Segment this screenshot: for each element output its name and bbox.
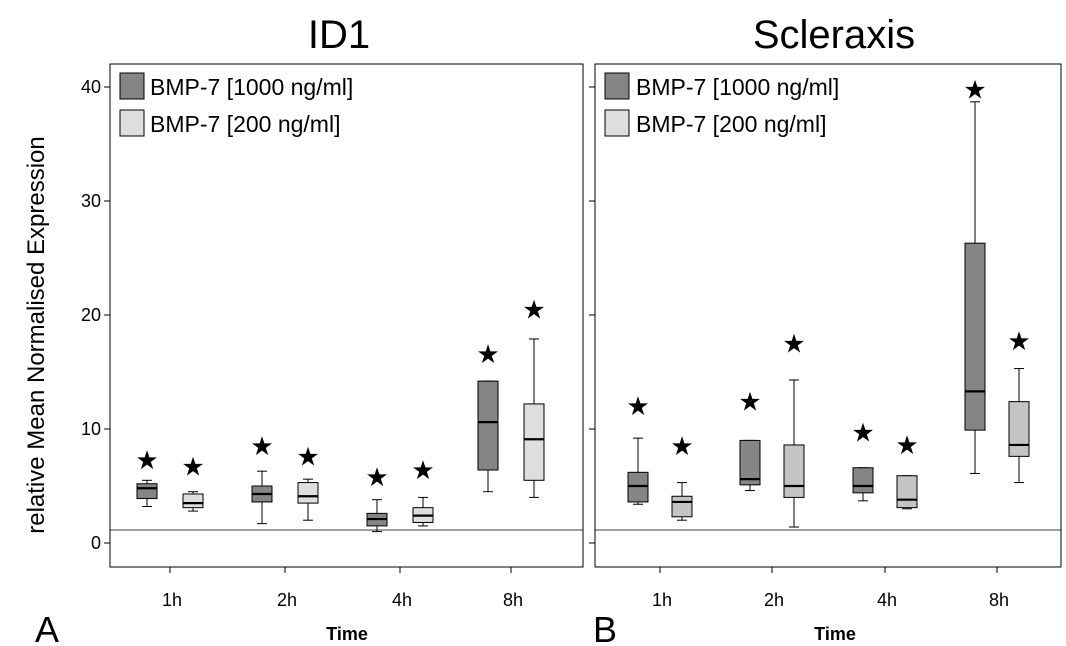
plot-frame <box>594 63 1062 568</box>
y-axis <box>589 86 595 544</box>
box-series: ★ ★ ★ ★ ★ ★ ★ ★ <box>626 74 1031 528</box>
significance-star: ★ <box>365 462 388 492</box>
x-axis: 1h 2h 4h 8h <box>162 567 523 610</box>
x-tick-label: 8h <box>989 590 1009 610</box>
legend: BMP-7 [1000 ng/ml] BMP-7 [200 ng/ml] <box>119 72 353 137</box>
y-axis: 0 10 20 30 40 <box>81 77 110 553</box>
panel-letter: B <box>593 609 617 646</box>
chart-title: ID1 <box>308 13 370 57</box>
box-dose_200-2h: ★ <box>296 441 320 521</box>
box-body <box>182 493 204 509</box>
box-series: ★ ★ ★ ★ ★ ★ ★ ★ <box>135 294 546 533</box>
significance-star: ★ <box>411 455 434 485</box>
significance-star: ★ <box>296 441 319 471</box>
box-dose_200-1h: ★ <box>670 431 694 521</box>
legend-swatch-1000 <box>119 72 145 100</box>
significance-star: ★ <box>895 430 918 460</box>
significance-star: ★ <box>626 391 649 421</box>
box-dose_200-4h: ★ <box>895 430 919 510</box>
box-body <box>477 380 499 471</box>
box-body <box>1008 401 1030 457</box>
legend-label-200: BMP-7 [200 ng/ml] <box>150 111 340 137</box>
box-body <box>852 467 874 494</box>
significance-star: ★ <box>250 431 273 461</box>
box-dose_1000-2h: ★ <box>738 387 762 492</box>
y-axis-title: relative Mean Normalised Expression <box>23 136 50 534</box>
x-tick-label: 1h <box>162 590 182 610</box>
x-axis-title: Time <box>326 624 368 644</box>
x-tick-label: 8h <box>503 590 523 610</box>
x-axis-title: Time <box>814 624 856 644</box>
box-dose_200-8h: ★ <box>1007 326 1031 484</box>
plot-frame <box>109 63 584 568</box>
box-body <box>783 444 805 498</box>
significance-star: ★ <box>1007 326 1030 356</box>
panel-letter: A <box>35 609 59 646</box>
box-dose_200-8h: ★ <box>522 294 546 498</box>
significance-star: ★ <box>738 387 761 417</box>
box-dose_1000-8h: ★ <box>963 74 987 474</box>
box-dose_1000-4h: ★ <box>365 462 389 533</box>
panel-id1: ID1 0 10 20 30 40 1h 2h 4h 8h ★ ★ ★ ★ ★ ★ ★ ★ BMP-7 [1… <box>35 13 584 646</box>
legend-swatch-200 <box>119 109 145 137</box>
significance-star: ★ <box>181 452 204 482</box>
x-tick-label: 1h <box>652 590 672 610</box>
legend: BMP-7 [1000 ng/ml] BMP-7 [200 ng/ml] <box>604 72 839 137</box>
y-tick-label: 10 <box>81 419 101 439</box>
significance-star: ★ <box>522 294 545 324</box>
box-dose_1000-1h: ★ <box>626 391 650 505</box>
legend-swatch-1000 <box>604 72 630 100</box>
significance-star: ★ <box>670 431 693 461</box>
box-dose_200-2h: ★ <box>782 329 806 528</box>
legend-label-1000: BMP-7 [1000 ng/ml] <box>636 74 839 100</box>
y-tick-label: 20 <box>81 305 101 325</box>
box-body <box>964 242 986 431</box>
box-dose_200-4h: ★ <box>411 455 435 527</box>
box-dose_200-1h: ★ <box>181 452 205 512</box>
x-tick-label: 2h <box>764 590 784 610</box>
box-dose_1000-1h: ★ <box>135 445 159 508</box>
significance-star: ★ <box>963 74 986 104</box>
significance-star: ★ <box>851 417 874 447</box>
box-body <box>297 482 319 504</box>
box-body <box>671 495 693 518</box>
y-tick-label: 40 <box>81 77 101 97</box>
significance-star: ★ <box>782 329 805 359</box>
panel-scleraxis: Scleraxis 1h 2h 4h 8h ★ ★ ★ ★ ★ ★ ★ ★ BMP-7 [1000 … <box>589 13 1062 646</box>
box-body <box>739 439 761 486</box>
box-body <box>523 403 545 481</box>
box-body <box>627 471 649 503</box>
box-dose_1000-4h: ★ <box>851 417 875 502</box>
x-tick-label: 4h <box>392 590 412 610</box>
legend-label-1000: BMP-7 [1000 ng/ml] <box>150 74 353 100</box>
y-tick-label: 30 <box>81 191 101 211</box>
chart-title: Scleraxis <box>753 13 915 57</box>
x-axis: 1h 2h 4h 8h <box>652 567 1009 610</box>
box-body <box>896 475 918 509</box>
legend-label-200: BMP-7 [200 ng/ml] <box>636 111 826 137</box>
x-tick-label: 4h <box>877 590 897 610</box>
box-dose_1000-2h: ★ <box>250 431 274 525</box>
box-body <box>136 483 158 500</box>
significance-star: ★ <box>476 339 499 369</box>
box-dose_1000-8h: ★ <box>476 339 500 493</box>
x-tick-label: 2h <box>277 590 297 610</box>
significance-star: ★ <box>135 445 158 475</box>
y-tick-label: 0 <box>91 533 101 553</box>
legend-swatch-200 <box>604 109 630 137</box>
